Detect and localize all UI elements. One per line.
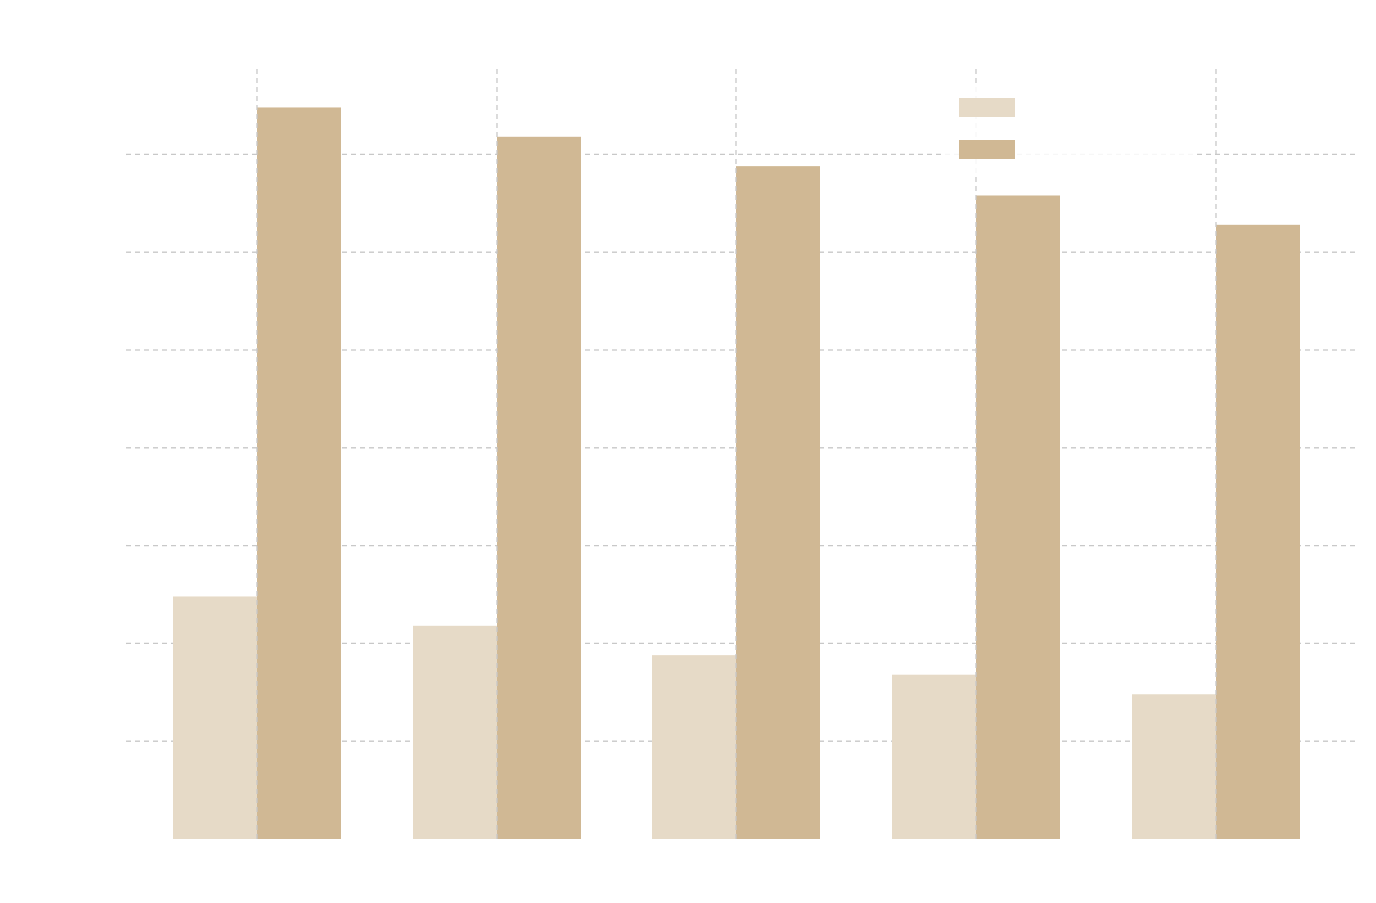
y-tick-label: 2 bbox=[107, 636, 116, 652]
bar-series2-category5 bbox=[1216, 224, 1300, 840]
y-tick-label: 5 bbox=[107, 343, 116, 359]
bar-series1-category1 bbox=[173, 596, 257, 839]
bar-series2-category3 bbox=[736, 166, 820, 840]
legend-box bbox=[945, 84, 1195, 174]
bar-series1-category4 bbox=[892, 674, 976, 839]
y-tick-label: 7 bbox=[107, 147, 116, 163]
ticks-layer: 1 2 3 4 5 6 7 bbox=[107, 147, 116, 750]
bar-series2-category2 bbox=[497, 136, 581, 839]
bars-layer bbox=[173, 107, 1300, 840]
legend-swatch-series1 bbox=[959, 98, 1015, 117]
y-tick-label: 4 bbox=[107, 441, 116, 457]
y-tick-label: 3 bbox=[107, 539, 116, 555]
bar-series2-category1 bbox=[257, 107, 341, 840]
bar-series1-category5 bbox=[1132, 694, 1216, 839]
bar-series1-category3 bbox=[652, 655, 736, 839]
legend bbox=[945, 84, 1195, 174]
bar-series1-category2 bbox=[413, 625, 497, 839]
bar-series2-category4 bbox=[976, 195, 1060, 839]
legend-swatch-series2 bbox=[959, 140, 1015, 159]
vertical-grid-layer bbox=[256, 69, 1217, 839]
y-tick-label: 1 bbox=[107, 734, 116, 750]
y-tick-label: 6 bbox=[107, 245, 116, 261]
